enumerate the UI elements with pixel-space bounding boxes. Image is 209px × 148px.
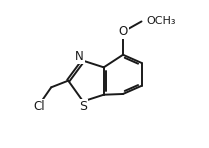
Text: N: N <box>75 50 84 63</box>
Text: OCH₃: OCH₃ <box>146 16 175 26</box>
Text: Cl: Cl <box>34 100 45 113</box>
Text: S: S <box>79 100 87 113</box>
Text: O: O <box>118 25 128 38</box>
